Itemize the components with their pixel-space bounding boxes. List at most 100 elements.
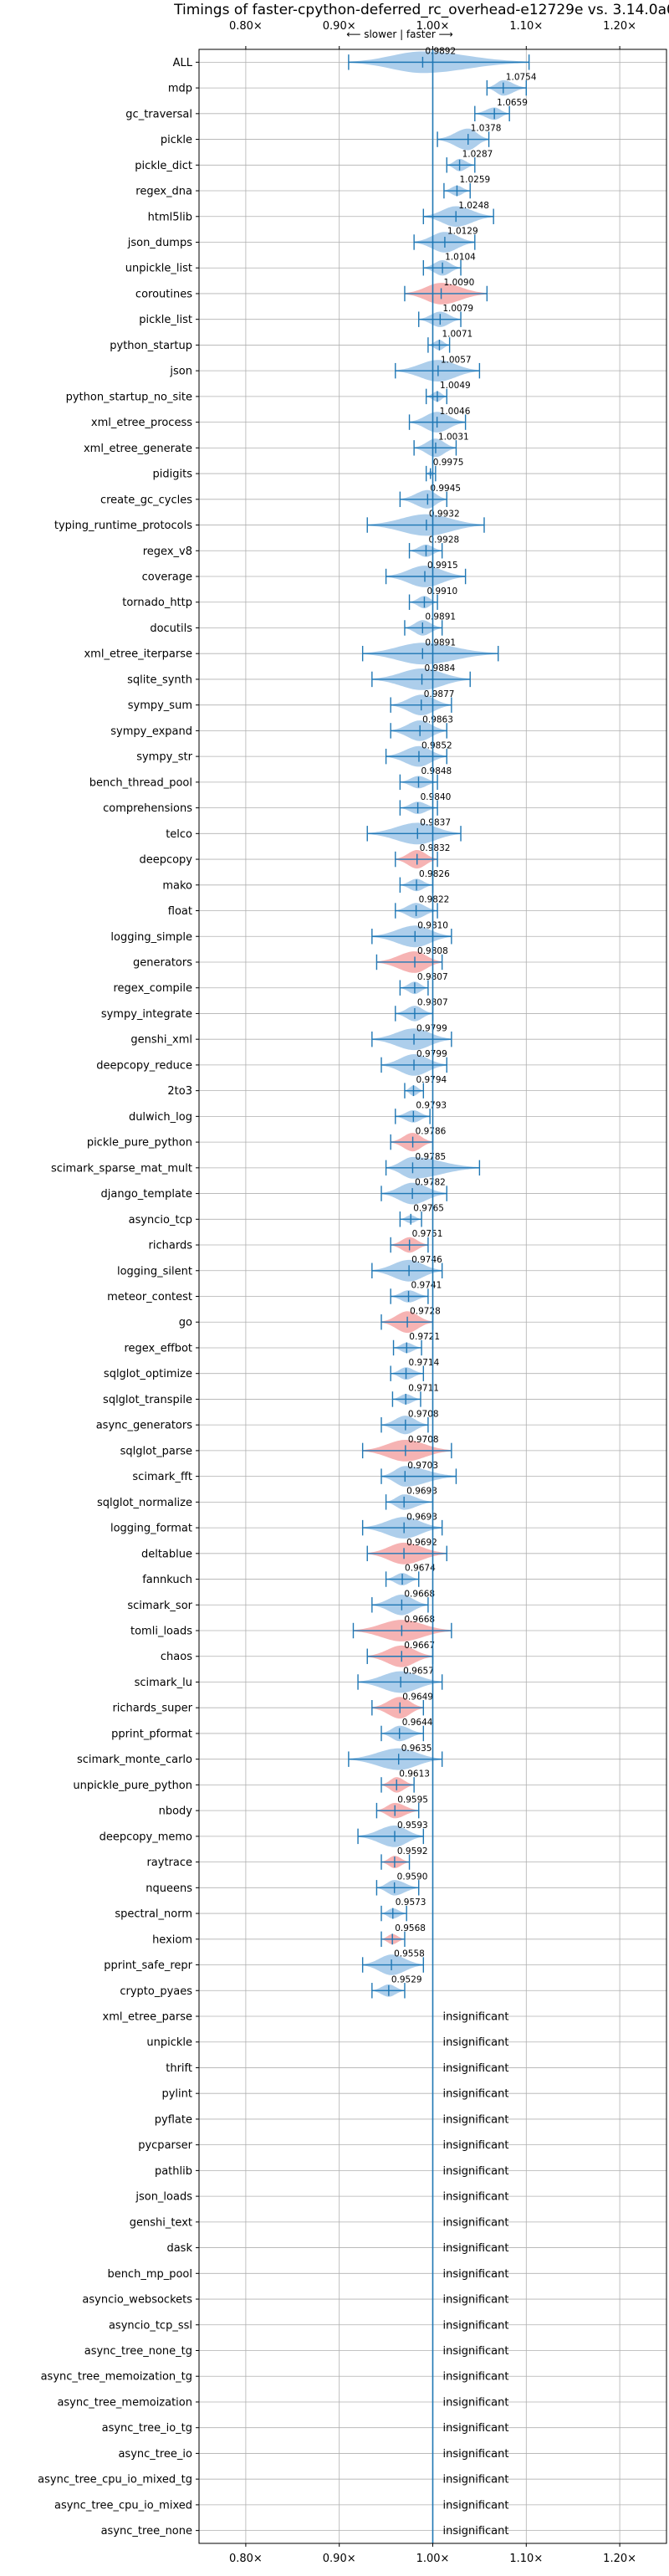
insignificant-label: insignificant xyxy=(443,2088,509,2101)
value-label: 0.9822 xyxy=(419,895,450,905)
category-label: chaos xyxy=(161,1651,192,1663)
category-label: xml_etree_process xyxy=(91,417,192,429)
category-label: sympy_expand xyxy=(110,725,192,738)
value-label: 1.0031 xyxy=(438,433,469,443)
category-label: crypto_pyaes xyxy=(120,1985,192,1998)
top-tick-label-4: 1.20× xyxy=(603,20,636,33)
value-label: 0.9799 xyxy=(416,1023,447,1033)
category-label: tornado_http xyxy=(122,597,192,609)
value-label: 1.0287 xyxy=(462,149,493,159)
value-label: 1.0046 xyxy=(440,407,471,417)
value-label: 0.9529 xyxy=(391,1974,422,1984)
category-label: django_template xyxy=(101,1188,192,1201)
value-label: 0.9884 xyxy=(425,663,456,673)
value-label: 1.0071 xyxy=(442,330,472,340)
value-label: 0.9852 xyxy=(421,740,452,750)
insignificant-label: insignificant xyxy=(443,2242,509,2255)
category-label: ALL xyxy=(173,57,193,69)
category-label: pathlib xyxy=(155,2165,192,2178)
category-label: pycparser xyxy=(138,2139,192,2152)
value-label: 0.9668 xyxy=(404,1615,435,1625)
category-label: json_loads xyxy=(135,2191,192,2204)
bottom-tick-label-4: 1.20× xyxy=(603,2553,636,2565)
category-label: coverage xyxy=(142,571,192,584)
category-label: unpickle_list xyxy=(125,263,192,275)
category-label: raytrace xyxy=(146,1856,192,1869)
value-label: 0.9826 xyxy=(419,869,450,879)
category-label: go xyxy=(179,1317,192,1329)
value-label: 1.0248 xyxy=(458,201,489,211)
category-label: nqueens xyxy=(146,1882,192,1895)
category-label: tomli_loads xyxy=(130,1626,192,1638)
insignificant-label: insignificant xyxy=(443,2010,509,2023)
value-label: 1.0754 xyxy=(506,72,537,82)
insignificant-label: insignificant xyxy=(443,2294,509,2307)
category-label: sympy_str xyxy=(136,751,192,764)
category-label: async_tree_memoization_tg xyxy=(41,2371,192,2384)
value-label: 0.9714 xyxy=(409,1358,440,1368)
insignificant-label: insignificant xyxy=(443,2371,509,2384)
insignificant-label: insignificant xyxy=(443,2345,509,2358)
category-label: html5lib xyxy=(148,211,192,223)
value-label: 0.9786 xyxy=(416,1126,447,1136)
value-label: 0.9657 xyxy=(403,1667,434,1677)
bottom-tick-label-0: 0.80× xyxy=(229,2553,263,2565)
category-label: async_tree_cpu_io_mixed xyxy=(54,2499,192,2512)
top-axis-ticks: 0.80× 0.90× 1.00× 1.10× 1.20× xyxy=(229,20,636,49)
value-label: 0.9703 xyxy=(407,1461,438,1471)
category-label: thrift xyxy=(166,2062,192,2075)
insignificant-label: insignificant xyxy=(443,2319,509,2332)
category-label: pickle_dict xyxy=(135,160,192,172)
insignificant-label: insignificant xyxy=(443,2165,509,2178)
value-label: 0.9593 xyxy=(397,1821,428,1831)
category-label: bench_mp_pool xyxy=(107,2268,192,2281)
category-label: regex_v8 xyxy=(143,545,192,558)
insignificant-label: insignificant xyxy=(443,2474,509,2486)
insignificant-label: insignificant xyxy=(443,2422,509,2435)
top-tick-label-1: 0.90× xyxy=(323,20,356,33)
category-label: pprint_pformat xyxy=(111,1728,192,1740)
category-label: xml_etree_parse xyxy=(103,2010,192,2023)
value-label: 0.9848 xyxy=(421,766,452,776)
value-label: 0.9975 xyxy=(433,458,464,468)
category-label: xml_etree_iterparse xyxy=(84,648,192,661)
category-label: async_tree_memoization xyxy=(57,2396,192,2409)
category-label: regex_dna xyxy=(135,186,192,198)
value-label: 1.0090 xyxy=(444,278,475,288)
violin-marks: 0.9892 1.0754 1.0659 1.0378 1.0287 1.0259 1.02… xyxy=(348,47,537,2543)
top-tick-label-3: 1.10× xyxy=(509,20,543,33)
value-label: 0.9945 xyxy=(430,484,461,494)
chart-subtitle: ⟵ slower | faster ⟶ xyxy=(346,28,453,40)
category-label: sqlite_synth xyxy=(127,673,192,686)
value-label: 0.9782 xyxy=(415,1178,446,1188)
bottom-tick-label-1: 0.90× xyxy=(323,2553,356,2565)
category-label: scimark_sor xyxy=(127,1600,192,1612)
insignificant-label: insignificant xyxy=(443,2448,509,2461)
category-label: dulwich_log xyxy=(129,1111,192,1124)
category-label: deepcopy xyxy=(139,854,192,867)
value-label: 0.9891 xyxy=(425,612,456,622)
category-label: async_tree_none xyxy=(101,2525,192,2538)
category-label: typing_runtime_protocols xyxy=(54,520,192,532)
category-label: pickle xyxy=(161,134,192,146)
category-label: unpickle_pure_python xyxy=(73,1780,192,1792)
category-label: create_gc_cycles xyxy=(100,494,192,506)
category-label: 2to3 xyxy=(167,1085,192,1098)
category-label: unpickle xyxy=(146,2036,192,2049)
value-label: 0.9590 xyxy=(397,1872,428,1882)
category-label: python_startup xyxy=(110,340,192,352)
value-label: 0.9721 xyxy=(409,1332,440,1342)
category-label: logging_silent xyxy=(117,1265,192,1278)
category-label: async_tree_none_tg xyxy=(84,2345,192,2358)
category-label: genshi_xml xyxy=(130,1034,192,1047)
insignificant-label: insignificant xyxy=(443,2396,509,2409)
category-label: asyncio_tcp_ssl xyxy=(109,2319,192,2332)
top-tick-label-2: 1.00× xyxy=(416,20,450,33)
category-label: python_startup_no_site xyxy=(66,391,192,403)
value-label: 1.0259 xyxy=(459,175,490,185)
category-label: deepcopy_memo xyxy=(100,1831,192,1843)
value-label: 0.9794 xyxy=(416,1075,447,1085)
category-label: asyncio_websockets xyxy=(82,2294,192,2307)
value-label: 0.9932 xyxy=(429,510,460,520)
